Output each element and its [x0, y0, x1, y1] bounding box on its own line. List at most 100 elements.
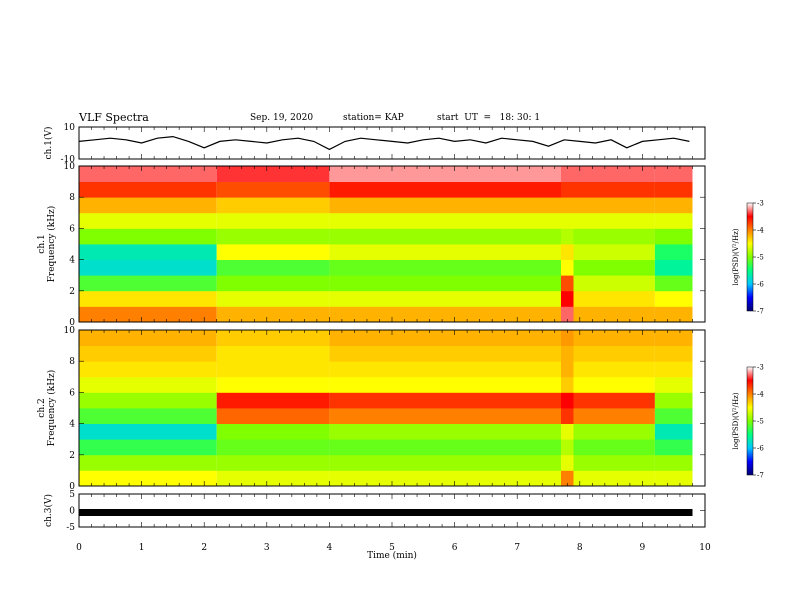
- ch1-spectrogram-cell: [573, 166, 655, 182]
- start-time-label: start UT = 18: 30: 1: [437, 113, 541, 123]
- ch1-spectrogram-cell: [654, 306, 693, 323]
- ch2-spectrogram-cell: [216, 392, 330, 409]
- ch1-spectrogram-cell: [79, 181, 217, 198]
- ch1-waveform-trace: [78, 135, 690, 151]
- text-layer: -3 -4 -5 -6 -7 log(PSD)(V²/Hz) -3 -4 -5 -6 -7 log(P…: [37, 123, 764, 561]
- ch1-spectrogram-ylabel: Frequency (kHz): [46, 206, 57, 283]
- x-tick-label: 6: [452, 543, 458, 553]
- ch2-spectrogram-cell: [654, 439, 693, 456]
- ch1-spectrogram-cell: [561, 197, 574, 214]
- ch2-spectrogram-cell: [654, 454, 693, 471]
- ch3-waveform-ytick-label: 0: [69, 507, 75, 517]
- ch1-spectrogram-cell: [79, 197, 217, 214]
- x-tick-label: 4: [327, 543, 333, 553]
- ch3-waveform-ytick-label: 5: [69, 490, 75, 500]
- ch1-spectrogram-ytick-label: 2: [69, 287, 75, 297]
- ch1-spectrogram-colorbar-tick-label: -3: [757, 200, 764, 208]
- waveform-layer: [78, 135, 693, 516]
- ch2-spectrogram-cell: [561, 423, 574, 440]
- ch2-spectrogram-cell: [329, 423, 561, 440]
- ch2-spectrogram-cell: [561, 439, 574, 456]
- ch2-spectrogram-cell: [216, 345, 330, 362]
- ch2-spectrogram-cell: [216, 408, 330, 424]
- ch2-spectrogram-cell: [561, 376, 574, 393]
- ch2-spectrogram-cell: [654, 392, 693, 409]
- ch1-spectrogram-cell: [329, 212, 561, 229]
- ch1-spectrogram-cell: [329, 181, 561, 198]
- ch1-spectrogram-cell: [561, 290, 574, 307]
- x-tick-label: 3: [264, 543, 270, 553]
- ch1-waveform-ytick-label: -10: [61, 155, 76, 165]
- ch1-spectrogram-cell: [573, 228, 655, 245]
- ch1-spectrogram-cell: [329, 259, 561, 276]
- ch2-spectrogram-cell: [561, 345, 574, 362]
- ch1-spectrogram-colorbar: [746, 202, 754, 312]
- ch1-spectrogram-cell: [216, 259, 330, 276]
- ch2-spectrogram-cell: [216, 454, 330, 471]
- ch1-spectrogram-cell: [561, 181, 574, 198]
- ch1-spectrogram-cell: [561, 212, 574, 229]
- ch1-spectrogram-cell: [79, 275, 217, 292]
- ch1-spectrogram-cell: [329, 228, 561, 245]
- ch2-spectrogram-cell: [573, 345, 655, 362]
- ch2-spectrogram-cell: [216, 330, 330, 346]
- ch1-spectrogram-cell: [216, 244, 330, 260]
- ch2-spectrogram-colorbar-tick-label: -4: [757, 391, 764, 399]
- ch1-spectrogram-cell: [329, 275, 561, 292]
- x-tick-label: 2: [201, 543, 207, 553]
- x-tick-label: 0: [76, 543, 82, 553]
- ch1-spectrogram-cell: [79, 259, 217, 276]
- frames-layer: [78, 126, 756, 528]
- ch2-spectrogram-cell: [216, 376, 330, 393]
- ch2-spectrogram-cell: [329, 454, 561, 471]
- ch2-spectrogram-cell: [79, 454, 217, 471]
- x-tick-label: 10: [699, 543, 711, 553]
- ch1-spectrogram-cell: [79, 228, 217, 245]
- ch1-spectrogram-ytick-label: 6: [69, 224, 75, 234]
- ch1-spectrogram-cell: [654, 181, 693, 198]
- ch1-spectrogram-cell: [216, 228, 330, 245]
- ch1-waveform-ytick-label: 10: [64, 123, 76, 133]
- ch2-spectrogram-cell: [79, 392, 217, 409]
- ch1-spectrogram-cell: [216, 306, 330, 323]
- ch2-spectrogram-cell: [79, 423, 217, 440]
- ch2-spectrogram-cell: [79, 439, 217, 456]
- ch1-spectrogram-colorbar-label: log(PSD)(V²/Hz): [732, 228, 740, 285]
- ch2-spectrogram-colorbar: [746, 366, 754, 476]
- ch2-spectrogram-cell: [654, 376, 693, 393]
- ch2-spectrogram-cell: [216, 361, 330, 378]
- ch1-spectrogram-cell: [654, 259, 693, 276]
- ch1-spectrogram-cell: [329, 244, 561, 260]
- ch2-spectrogram-cell: [561, 392, 574, 409]
- ch1-spectrogram-cell: [561, 166, 574, 182]
- ch2-spectrogram-colorbar-label: log(PSD)(V²/Hz): [732, 392, 740, 449]
- ch2-spectrogram-cell: [573, 408, 655, 424]
- ch2-spectrogram-colorbar-tick-label: -5: [757, 418, 764, 426]
- ch1-spectrogram-cell: [573, 306, 655, 323]
- ch2-spectrogram-cell: [79, 470, 217, 487]
- ch2-spectrogram-cell: [573, 423, 655, 440]
- ch2-spectrogram-cell: [573, 392, 655, 409]
- ch1-spectrogram-cell: [654, 275, 693, 292]
- chart-title: VLF Spectra: [79, 111, 149, 124]
- ch1-spectrogram-ytick-label: 8: [69, 193, 75, 203]
- ch2-spectrogram-ytick-label: 4: [69, 420, 75, 430]
- ch2-spectrogram-cell: [329, 376, 561, 393]
- ch1-spectrogram-cell: [79, 290, 217, 307]
- ch1-spectrogram-cell: [654, 212, 693, 229]
- ch2-spectrogram-colorbar-tick-label: -6: [757, 445, 764, 453]
- ch1-spectrogram-cell: [216, 181, 330, 198]
- ch1-spectrogram-cell: [216, 166, 330, 182]
- ch1-spectrogram-cell: [329, 197, 561, 214]
- ch2-spectrogram-cell: [329, 330, 561, 346]
- ch2-spectrogram-ytick-label: 0: [69, 482, 75, 492]
- ch2-spectrogram-cell: [573, 330, 655, 346]
- station-label: station= KAP: [343, 113, 404, 123]
- ch1-spectrogram-cell: [329, 306, 561, 323]
- ch1-spectrogram-cell: [329, 290, 561, 307]
- ch2-spectrogram-colorbar-tick-label: -7: [757, 472, 764, 480]
- ch1-spectrogram-cell: [654, 244, 693, 260]
- ch1-spectrogram-cell: [573, 181, 655, 198]
- x-tick-label: 9: [640, 543, 646, 553]
